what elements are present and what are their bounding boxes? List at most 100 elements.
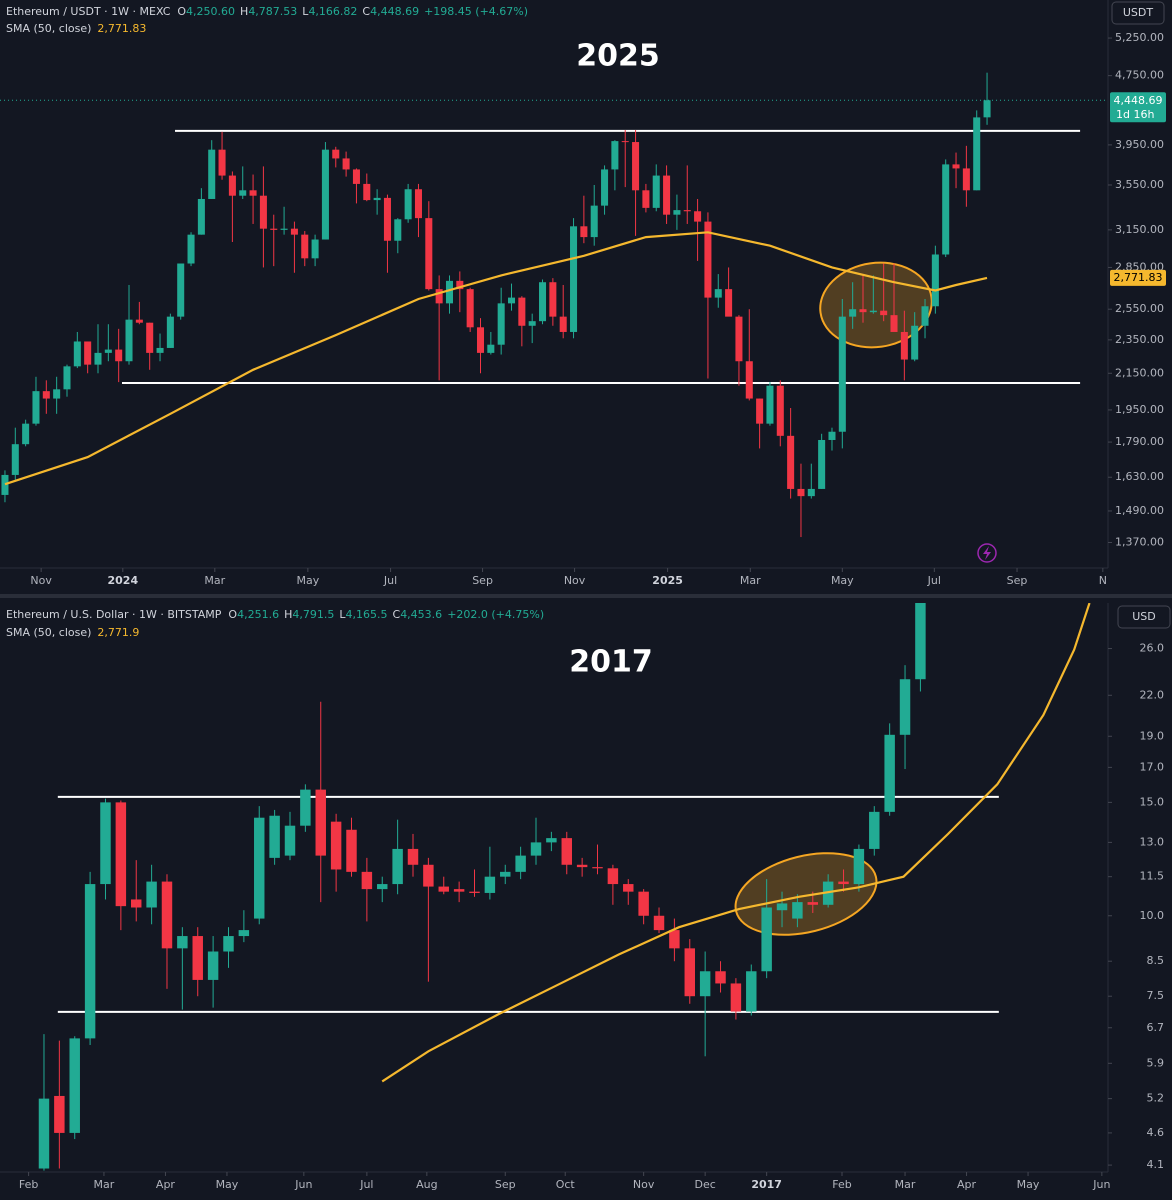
x-tick-label: Sep xyxy=(1007,574,1028,587)
ohlc-key: L xyxy=(339,608,346,621)
y-tick-label: 1,370.00 xyxy=(1115,535,1164,548)
candle-body xyxy=(683,210,691,212)
candle-body xyxy=(332,149,340,159)
candle-body xyxy=(611,141,619,170)
candle-body xyxy=(254,817,265,919)
x-tick-label: Mar xyxy=(94,1178,115,1191)
candle-body xyxy=(218,149,226,176)
candle-body xyxy=(239,190,247,196)
x-tick-label: Feb xyxy=(19,1178,38,1191)
y-tick-label: 1,950.00 xyxy=(1115,403,1164,416)
candle-body xyxy=(942,164,950,255)
candle-body xyxy=(623,884,634,892)
ohlc-value: 4,787.53 xyxy=(248,5,297,18)
candle-body xyxy=(383,197,391,241)
candle-body xyxy=(853,848,865,885)
symbol: Ethereum / U.S. Dollar · 1W · BITSTAMP xyxy=(6,608,222,621)
y-tick-label: 3,950.00 xyxy=(1115,138,1164,151)
candle-body xyxy=(166,316,174,348)
sma-line xyxy=(4,231,988,486)
sma-line xyxy=(381,603,1091,1083)
candle-body xyxy=(315,789,326,856)
y-tick-label: 7.5 xyxy=(1147,989,1165,1002)
candle-body xyxy=(269,815,280,858)
candle-body xyxy=(435,289,443,304)
candle-body xyxy=(880,310,888,316)
candle-body xyxy=(838,316,846,432)
candle-body xyxy=(699,971,711,997)
candle-body xyxy=(792,902,803,919)
candle-body xyxy=(363,183,371,201)
indicator-value: 2,771.9 xyxy=(97,626,139,639)
candle-body xyxy=(915,603,926,680)
y-tick-label: 1,630.00 xyxy=(1115,470,1164,483)
candle-body xyxy=(259,195,267,229)
candle-body xyxy=(290,228,298,235)
currency-label: USDT xyxy=(1123,6,1154,19)
x-tick-label: Oct xyxy=(556,1178,576,1191)
y-tick-label: 5,250.00 xyxy=(1115,31,1164,44)
candle-body xyxy=(952,164,960,169)
y-tick-label: 8.5 xyxy=(1147,954,1165,967)
candle-body xyxy=(223,936,234,952)
y-tick-label: 3,550.00 xyxy=(1115,178,1164,191)
candle-body xyxy=(22,423,30,445)
change: +202.0 (+4.75%) xyxy=(447,608,544,621)
candle-body xyxy=(346,829,357,872)
x-tick-label: May xyxy=(296,574,319,587)
candle-body xyxy=(859,309,867,313)
candle-body xyxy=(270,228,278,230)
candle-body xyxy=(11,444,19,475)
ohlc-value: 4,453.6 xyxy=(400,608,442,621)
candle-body xyxy=(73,341,81,367)
candle-body xyxy=(869,811,880,849)
candle-body xyxy=(453,889,465,892)
candle-body xyxy=(576,864,588,868)
candle-body xyxy=(507,297,516,304)
candle-body xyxy=(207,951,219,980)
sma-tag xyxy=(1110,269,1166,286)
ohlc-key: C xyxy=(362,5,370,18)
y-tick-label: 19.0 xyxy=(1140,729,1165,742)
x-tick-label: Jul xyxy=(359,1178,373,1191)
candle-body xyxy=(187,234,195,264)
x-tick-label: Mar xyxy=(895,1178,916,1191)
indicator-line: SMA (50, close) 2,771.9 xyxy=(6,626,139,639)
candle-body xyxy=(1,474,9,495)
candle-body xyxy=(156,347,164,353)
y-tick-label: 2,550.00 xyxy=(1115,302,1164,315)
candle-body xyxy=(899,679,911,735)
x-tick-label: May xyxy=(1017,1178,1040,1191)
candle-body xyxy=(549,282,557,317)
sma-tag-value: 2,771.83 xyxy=(1114,271,1163,284)
replay-icon[interactable] xyxy=(977,543,997,563)
panel-title: 2017 xyxy=(569,645,653,680)
header-line: Ethereum / U.S. Dollar · 1W · BITSTAMP O4… xyxy=(6,608,544,621)
candle-body xyxy=(684,948,695,997)
candle-body xyxy=(921,306,929,326)
icon-bolt xyxy=(983,546,991,560)
candle-body xyxy=(469,891,480,893)
candle-body xyxy=(414,189,422,219)
x-tick-label: 2017 xyxy=(751,1178,782,1191)
candle-body xyxy=(714,289,722,298)
price-tag-countdown: 1d 16h xyxy=(1116,108,1154,121)
candle-body xyxy=(361,871,373,890)
x-tick-label: 2025 xyxy=(652,574,683,587)
ohlc-value: 4,791.5 xyxy=(292,608,334,621)
candle-body xyxy=(638,891,649,916)
candle-body xyxy=(321,149,329,240)
y-tick-label: 4.6 xyxy=(1147,1126,1165,1139)
x-tick-label: May xyxy=(216,1178,239,1191)
candle-body xyxy=(528,321,536,326)
candle-body xyxy=(704,221,712,298)
y-tick-label: 3,150.00 xyxy=(1115,223,1164,236)
candle-body xyxy=(607,868,619,885)
x-tick-label: Jun xyxy=(294,1178,312,1191)
ohlc-value: 4,251.6 xyxy=(237,608,279,621)
candle-body xyxy=(300,789,311,826)
candle-body xyxy=(592,867,603,869)
candle-body xyxy=(249,190,257,196)
x-tick-label: Aug xyxy=(416,1178,437,1191)
x-tick-label: Sep xyxy=(495,1178,516,1191)
